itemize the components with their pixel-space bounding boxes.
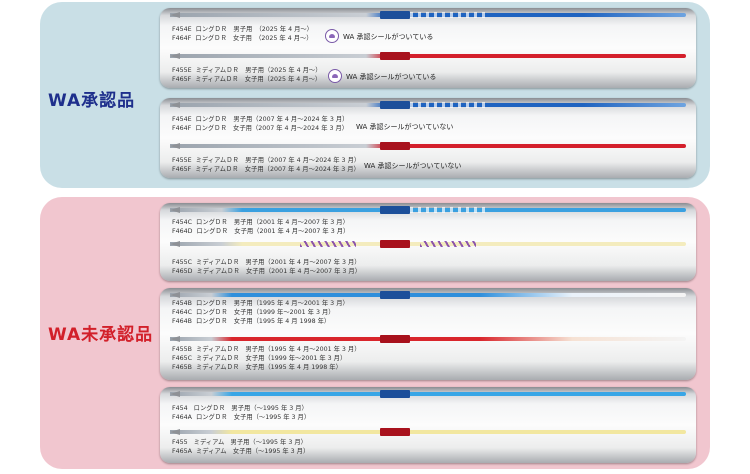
- wa-seal-icon: [325, 29, 339, 43]
- seal-note: WA 承認シールがついていない: [364, 162, 462, 170]
- model-line: F464C ロングＤＲ 女子用（1999 年～2001 年 3 月）: [172, 309, 335, 316]
- model-line: F454E ロングＤＲ 男子用 （2025 年 4 月～）: [172, 26, 313, 33]
- model-line: F465A ミディアム 女子用（～1995 年 3 月）: [172, 448, 310, 455]
- model-line: F455 ミディアム 男子用（～1995 年 3 月）: [172, 439, 307, 446]
- model-line: F455B ミディアムＤＲ 男子用（1995 年 4 月～2001 年 3 月）: [172, 346, 361, 353]
- javelin-tip: [170, 391, 180, 397]
- seal-note: WA 承認シールがついている: [346, 73, 437, 81]
- javelin-grip: [380, 291, 410, 299]
- unapproved-panel-2: F454B ロングＤＲ 男子用（1995 年 4 月～2001 年 3 月） F…: [160, 288, 696, 380]
- seal-note: WA 承認シールがついている: [343, 33, 434, 41]
- model-line: F464B ロングＤＲ 女子用（1995 年 4 月 1998 年）: [172, 318, 331, 325]
- javelin-blue: [170, 101, 686, 109]
- javelin-grip: [380, 240, 410, 248]
- javelin-grip: [380, 101, 410, 109]
- approved-panel-2: F454E ロングＤＲ 男子用（2007 年 4 月～2024 年 3 月） F…: [160, 98, 696, 178]
- javelin-red: [170, 52, 686, 60]
- javelin-pattern: [410, 207, 490, 213]
- javelin-grip: [380, 206, 410, 214]
- model-line: F454B ロングＤＲ 男子用（1995 年 4 月～2001 年 3 月）: [172, 300, 349, 307]
- model-line: F454 ロングＤＲ 男子用（～1995 年 3 月）: [172, 405, 308, 412]
- model-line: F454C ロングＤＲ 男子用（2001 年 4 月～2007 年 3 月）: [172, 219, 349, 226]
- javelin-tip: [170, 429, 180, 435]
- javelin-cream: [170, 240, 686, 248]
- javelin-tip: [170, 143, 180, 149]
- model-line: F454E ロングＤＲ 男子用（2007 年 4 月～2024 年 3 月）: [172, 116, 349, 123]
- seal-note: WA 承認シールがついていない: [356, 123, 454, 131]
- javelin-pattern: [410, 12, 490, 18]
- unapproved-panel-3: F454 ロングＤＲ 男子用（～1995 年 3 月） F464A ロングＤＲ …: [160, 387, 696, 463]
- javelin-pattern: [410, 102, 490, 108]
- javelin-grip: [380, 390, 410, 398]
- javelin-tip: [170, 102, 180, 108]
- javelin-grip: [380, 428, 410, 436]
- model-line: F464D ロングＤＲ 女子用（2001 年 4 月～2007 年 3 月）: [172, 228, 350, 235]
- model-line: F455E ミディアムＤＲ 男子用（2025 年 4 月～）: [172, 67, 322, 74]
- javelin-skyblue: [170, 390, 686, 398]
- javelin-tip: [170, 336, 180, 342]
- javelin-tip: [170, 292, 180, 298]
- javelin-blue: [170, 11, 686, 19]
- javelin-pattern: [300, 241, 356, 247]
- model-line: F465C ミディアムＤＲ 女子用（1999 年～2001 年 3 月）: [172, 355, 347, 362]
- wa-seal-icon: [328, 69, 342, 83]
- javelin-shaft: [170, 144, 686, 148]
- javelin-grip: [380, 335, 410, 343]
- approved-heading: WA承認品: [48, 91, 136, 111]
- model-line: F465B ミディアムＤＲ 女子用（1995 年 4 月 1998 年）: [172, 364, 342, 371]
- javelin-grip: [380, 11, 410, 19]
- javelin-grip: [380, 52, 410, 60]
- model-line: F465F ミディアムＤＲ 女子用（2007 年 4 月～2024 年 3 月）: [172, 166, 360, 173]
- javelin-fadered: [170, 335, 686, 343]
- javelin-tip: [170, 53, 180, 59]
- unapproved-panel-1: F454C ロングＤＲ 男子用（2001 年 4 月～2007 年 3 月） F…: [160, 203, 696, 281]
- model-line: F464A ロングＤＲ 女子用（～1995 年 3 月）: [172, 414, 311, 421]
- model-line: F465F ミディアムＤＲ 女子用（2025 年 4 月～）: [172, 76, 322, 83]
- approved-panel-1: F454E ロングＤＲ 男子用 （2025 年 4 月～） F464F ロングＤ…: [160, 8, 696, 88]
- model-line: F464F ロングＤＲ 女子用 （2025 年 4 月～）: [172, 35, 313, 42]
- javelin-red: [170, 142, 686, 150]
- javelin-tip: [170, 241, 180, 247]
- model-line: F455C ミディアムＤＲ 男子用（2001 年 4 月～2007 年 3 月）: [172, 259, 361, 266]
- javelin-tip: [170, 12, 180, 18]
- javelin-shaft: [170, 392, 686, 396]
- model-line: F455E ミディアムＤＲ 男子用（2007 年 4 月～2024 年 3 月）: [172, 157, 361, 164]
- javelin-shaft: [170, 293, 686, 297]
- javelin-shaft: [170, 337, 686, 341]
- javelin-yellow: [170, 428, 686, 436]
- javelin-lightblue: [170, 206, 686, 214]
- model-line: F464F ロングＤＲ 女子用（2007 年 4 月～2024 年 3 月）: [172, 125, 349, 132]
- javelin-grip: [380, 142, 410, 150]
- javelin-tip: [170, 207, 180, 213]
- unapproved-heading: WA未承認品: [48, 325, 154, 345]
- javelin-fadeblue: [170, 291, 686, 299]
- javelin-pattern: [420, 241, 476, 247]
- javelin-shaft: [170, 54, 686, 58]
- model-line: F465D ミディアムＤＲ 女子用（2001 年 4 月～2007 年 3 月）: [172, 268, 362, 275]
- javelin-shaft: [170, 430, 686, 434]
